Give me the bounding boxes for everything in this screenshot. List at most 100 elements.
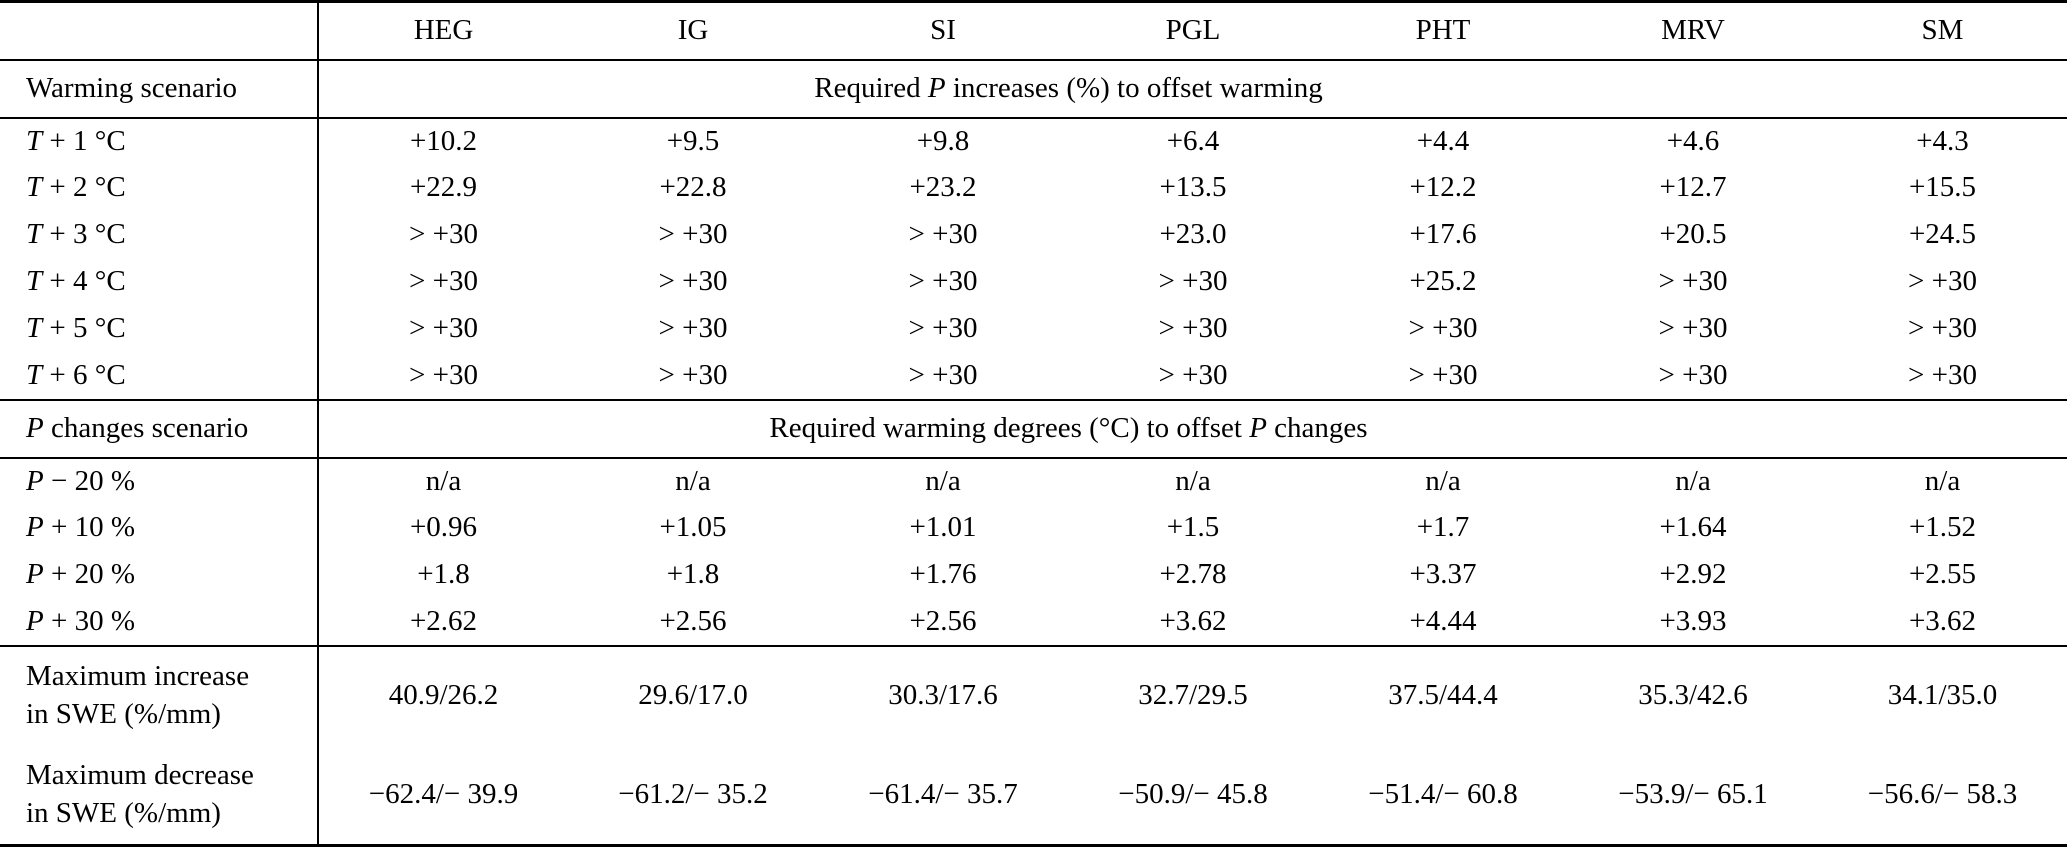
label-rest: + 6 °C (42, 358, 126, 391)
value-cell: > +30 (568, 352, 818, 401)
value-cell: +23.2 (909, 171, 977, 204)
value-cell: > +30 (1408, 312, 1478, 345)
label-line2: in SWE (%/mm) (26, 698, 221, 730)
value-cell: > +30 (658, 312, 728, 345)
value-cell: 40.9/26.2 (388, 679, 499, 712)
row-pchanges-p10: P + 10 % +0.96 +1.05 +1.01 +1.5 +1.7 +1.… (0, 504, 2067, 552)
column-header-row: HEG IG SI PGL PHT MRV SM (0, 0, 2067, 61)
value-cell: −56.6/− 58.3 (1818, 745, 2067, 847)
value-cell: > +30 (409, 218, 478, 251)
value-cell: +1.64 (1659, 511, 1727, 544)
row-warming-t3: T + 3 °C > +30 > +30 > +30 +23.0 +17.6 +… (0, 211, 2067, 259)
value-cell: > +30 (1658, 265, 1728, 298)
value-cell: +9.8 (916, 124, 970, 157)
label-line1: Maximum decrease (26, 759, 254, 792)
filler-cell (1818, 399, 2067, 459)
value-cell: n/a (425, 464, 462, 497)
value-cell: 34.1/35.0 (1887, 679, 1998, 712)
label-pre: Warming scenario (26, 71, 238, 104)
value-cell: +3.62 (1818, 598, 2067, 647)
value-cell: n/a (1425, 464, 1461, 497)
value-cell: +3.93 (1568, 598, 1818, 647)
value-cell: > +30 (1158, 265, 1228, 298)
value-cell: > +30 (1068, 352, 1318, 401)
label-rest: + 20 % (43, 558, 135, 591)
column-header-mrv: MRV (1568, 0, 1818, 61)
value-cell: +1.52 (1908, 511, 1977, 544)
label-var: P (26, 411, 44, 444)
value-cell: +17.6 (1409, 218, 1477, 251)
label-rest: + 10 % (43, 511, 135, 544)
column-header-pht: PHT (1318, 0, 1568, 61)
value-cell: +9.5 (666, 124, 720, 157)
value-cell: +15.5 (1908, 171, 1977, 204)
section-row-warming: Warming scenario Required P increases (%… (0, 59, 2067, 119)
value-cell: n/a (1175, 464, 1211, 497)
row-label: T + 1 °C (0, 117, 319, 165)
row-label: Maximum increase in SWE (%/mm) (0, 645, 319, 746)
value-cell: +4.44 (1318, 598, 1568, 647)
value-cell: > +30 (1908, 312, 1977, 345)
value-cell: > +30 (658, 218, 728, 251)
value-cell: 30.3/17.6 (888, 679, 998, 712)
value-cell: +0.96 (409, 511, 478, 544)
section-label-pchanges: P changes scenario (0, 399, 319, 459)
row-warming-t2: T + 2 °C +22.9 +22.8 +23.2 +13.5 +12.2 +… (0, 164, 2067, 212)
value-cell: 29.6/17.0 (638, 679, 748, 712)
label-rest: + 2 °C (42, 171, 126, 204)
row-label: P + 20 % (0, 551, 319, 599)
value-cell: +2.56 (818, 598, 1068, 647)
value-cell: +25.2 (1409, 265, 1477, 298)
label-post: changes scenario (43, 411, 249, 444)
label-var: P (26, 604, 44, 637)
row-pchanges-m20: P − 20 % n/a n/a n/a n/a n/a n/a n/a (0, 457, 2067, 505)
row-warming-t1: T + 1 °C +10.2 +9.5 +9.8 +6.4 +4.4 +4.6 … (0, 117, 2067, 165)
value-cell: +1.5 (1166, 511, 1220, 544)
label-var: T (26, 312, 43, 345)
row-warming-t5: T + 5 °C > +30 > +30 > +30 > +30 > +30 >… (0, 305, 2067, 353)
span-pre: Required (814, 71, 928, 104)
row-label: T + 3 °C (0, 211, 319, 259)
value-cell: > +30 (1158, 312, 1228, 345)
value-cell: > +30 (1568, 352, 1818, 401)
value-cell: +2.62 (318, 598, 568, 647)
label-rest: + 30 % (43, 604, 135, 637)
value-cell: +2.55 (1908, 558, 1977, 591)
value-cell: +2.56 (568, 598, 818, 647)
value-cell: +12.2 (1409, 171, 1477, 204)
value-cell: −62.4/− 39.9 (318, 745, 568, 847)
label-rest: − 20 % (43, 464, 135, 497)
column-header-heg: HEG (318, 0, 568, 61)
label-var: P (26, 511, 44, 544)
value-cell: +1.05 (659, 511, 727, 544)
label-var: T (26, 265, 43, 298)
value-cell: 32.7/29.5 (1138, 679, 1248, 712)
row-swe-max-increase: Maximum increase in SWE (%/mm) 40.9/26.2 … (0, 645, 2067, 746)
value-cell: +1.7 (1416, 511, 1470, 544)
label-line1: Maximum increase (26, 660, 250, 693)
label-var: T (26, 124, 43, 157)
label-rest: + 3 °C (42, 218, 126, 251)
column-header-si: SI (818, 0, 1068, 61)
value-cell: −50.9/− 45.8 (1068, 745, 1318, 847)
section-span-header-pchanges: Required warming degrees (°C) to offset … (318, 399, 1818, 459)
value-cell: > +30 (1318, 352, 1568, 401)
row-label: T + 2 °C (0, 164, 319, 212)
span-post: changes (1266, 411, 1368, 444)
span-post: increases (%) to offset warming (945, 71, 1323, 104)
value-cell: > +30 (409, 265, 478, 298)
value-cell: +4.3 (1916, 124, 1969, 157)
value-cell: +6.4 (1166, 124, 1220, 157)
section-row-pchanges: P changes scenario Required warming degr… (0, 399, 2067, 459)
row-pchanges-p20: P + 20 % +1.8 +1.8 +1.76 +2.78 +3.37 +2.… (0, 551, 2067, 599)
value-cell: +12.7 (1659, 171, 1727, 204)
value-cell: +10.2 (409, 124, 478, 157)
corner-cell (0, 0, 319, 61)
value-cell: +22.8 (659, 171, 727, 204)
value-cell: −61.4/− 35.7 (818, 745, 1068, 847)
label-var: P (26, 558, 44, 591)
value-cell: +4.4 (1416, 124, 1470, 157)
row-pchanges-p30: P + 30 % +2.62 +2.56 +2.56 +3.62 +4.44 +… (0, 598, 2067, 647)
value-cell: +1.01 (909, 511, 977, 544)
